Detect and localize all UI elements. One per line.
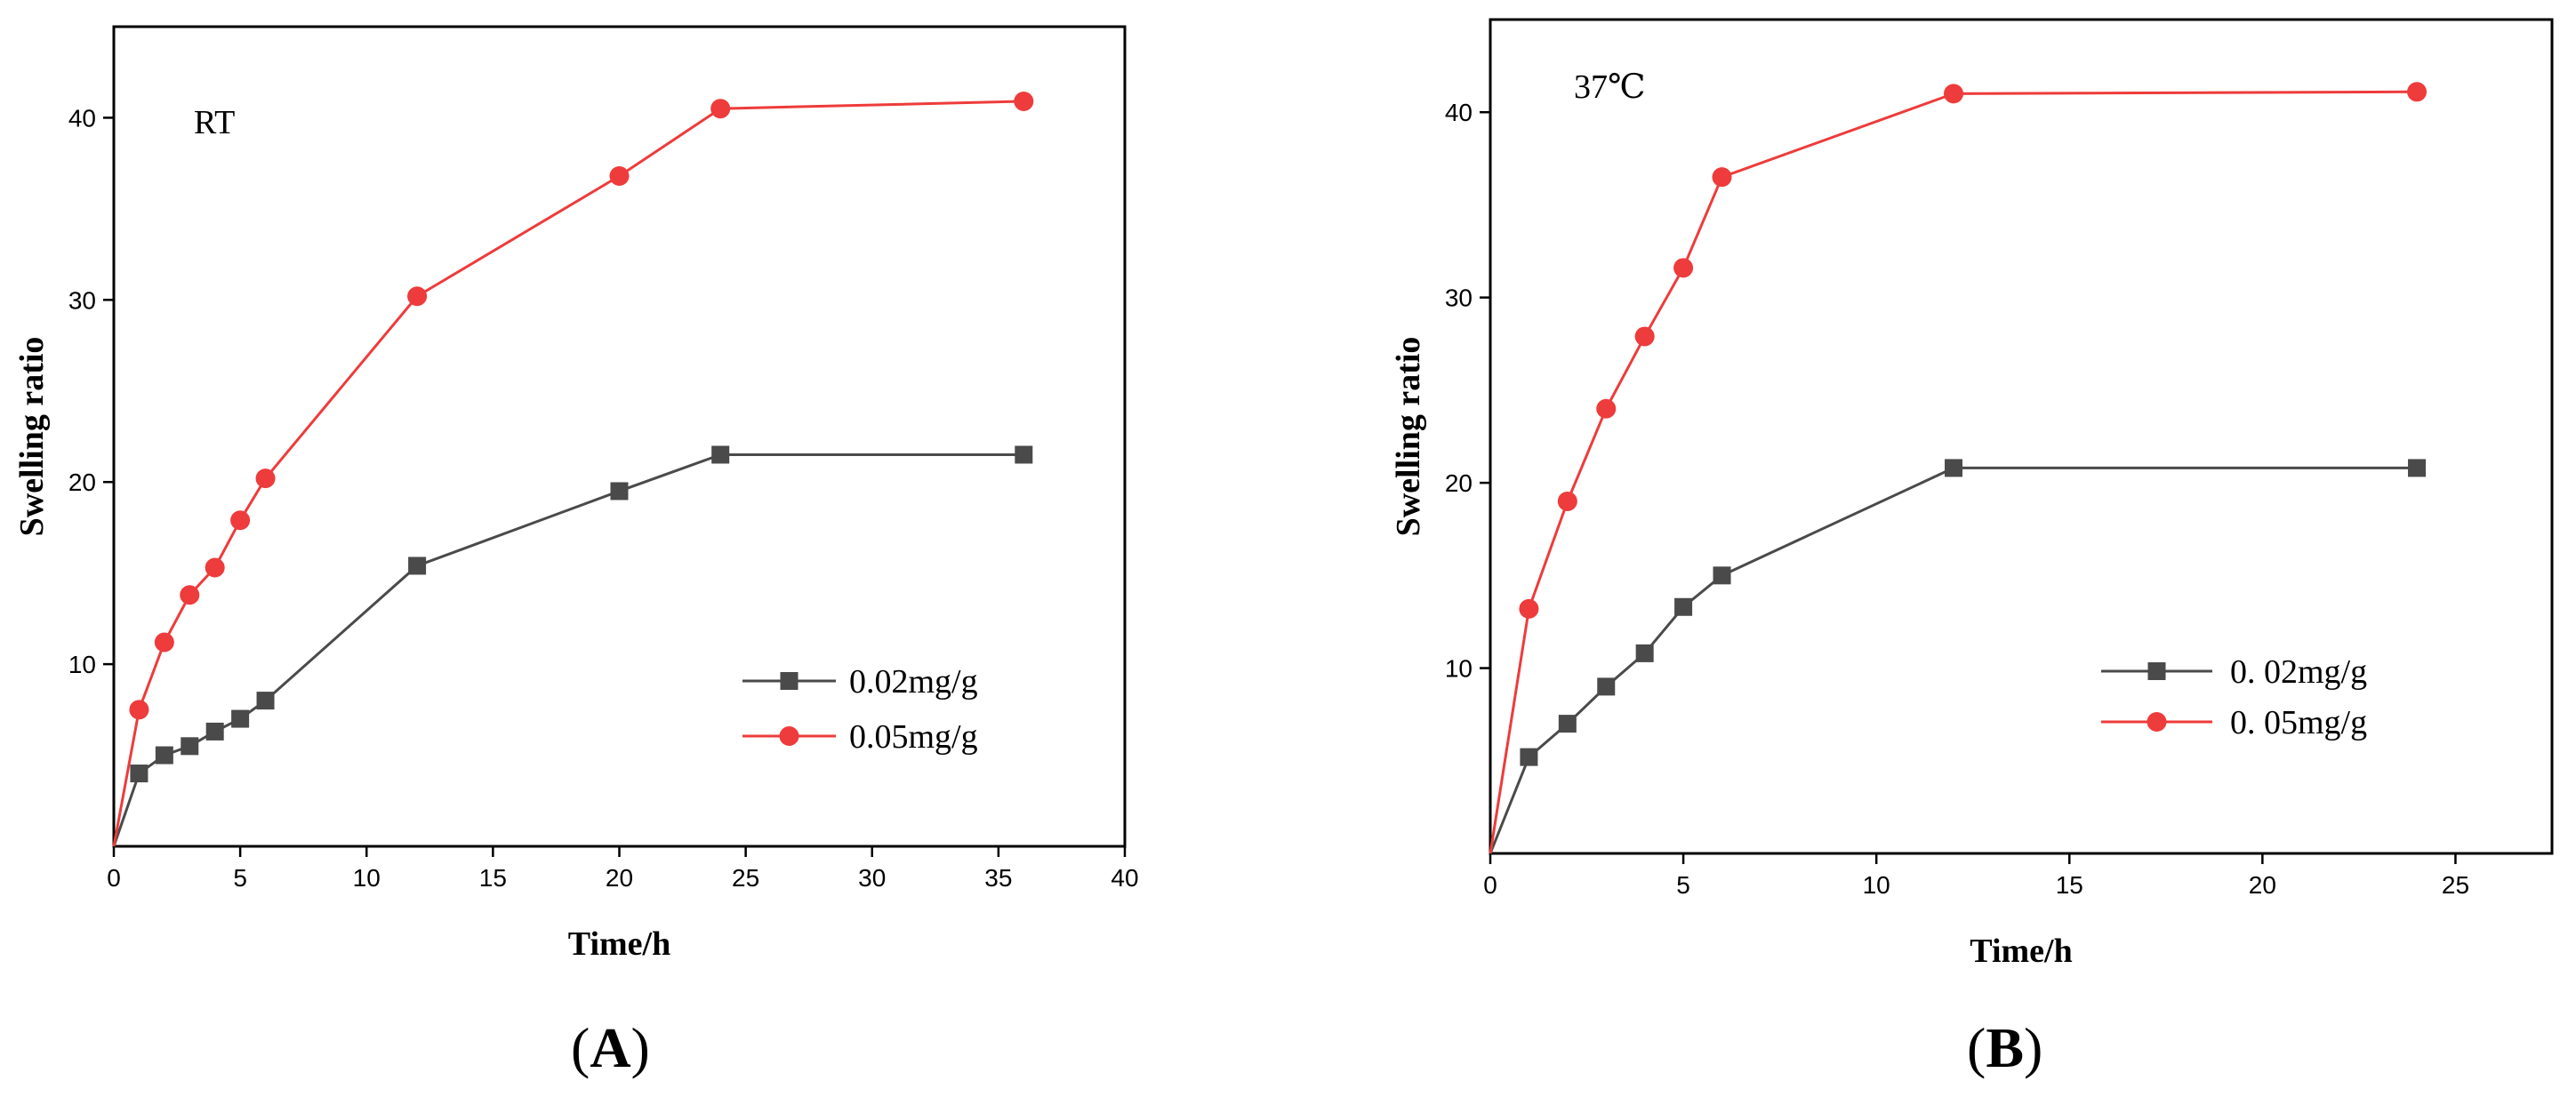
data-point (1712, 167, 1732, 188)
data-point (255, 468, 276, 489)
data-point (1713, 566, 1731, 585)
x-tick-label: 5 (233, 864, 247, 892)
legend-label: 0. 05mg/g (2230, 704, 2367, 741)
data-point (1597, 677, 1616, 696)
condition-annotation: RT (194, 104, 235, 141)
data-point (1557, 491, 1577, 511)
x-tick-label: 30 (858, 864, 886, 892)
x-tick-label: 35 (984, 864, 1012, 892)
x-tick-label: 40 (1111, 864, 1138, 892)
x-axis-title: Time/h (568, 925, 670, 963)
x-tick-label: 10 (353, 864, 381, 892)
chart-panel-A: 0 5 10 15 20 25 30 35 40 10 20 30 40 Time/h Swelling r… (13, 25, 1139, 1079)
data-point (710, 99, 731, 119)
series-line (112, 452, 1024, 847)
data-point (1015, 445, 1033, 464)
legend-label: 0.02mg/g (849, 663, 978, 701)
data-point (129, 700, 149, 720)
data-point (130, 765, 148, 783)
legend-entry: 0.02mg/g (742, 663, 978, 701)
y-tick-label: 30 (68, 286, 96, 314)
legend-entry: 0. 05mg/g (2101, 704, 2367, 741)
data-point (1634, 326, 1655, 347)
data-point (181, 737, 199, 756)
data-point (711, 445, 730, 464)
data-point (256, 692, 275, 710)
x-tick-label: 5 (1676, 871, 1690, 899)
data-point (154, 632, 174, 653)
data-point (230, 510, 251, 531)
series-square (112, 445, 1033, 847)
x-tick-label: 25 (732, 864, 759, 892)
panel-label: (B) (1967, 1016, 2042, 1079)
y-tick-label: 30 (1445, 284, 1473, 312)
data-point (1596, 398, 1617, 419)
x-tick-label: 25 (2442, 871, 2469, 899)
data-point (205, 557, 225, 578)
data-point (1635, 644, 1654, 662)
legend-marker (779, 726, 799, 746)
data-point (609, 166, 630, 187)
x-tick-label: 15 (2056, 871, 2083, 899)
data-point (231, 709, 250, 728)
series-square (1489, 459, 2427, 854)
y-tick-label: 20 (68, 468, 96, 496)
condition-annotation: 37℃ (1574, 68, 1646, 106)
y-tick-label: 20 (1445, 469, 1473, 497)
y-tick-label: 40 (68, 104, 96, 132)
data-point (2408, 459, 2427, 477)
legend-entry: 0. 02mg/g (2101, 653, 2367, 691)
plot-frame (1489, 18, 2554, 855)
data-point (1674, 597, 1693, 616)
legend-label: 0.05mg/g (849, 718, 978, 756)
data-point (180, 585, 200, 605)
chart-panel-B: 0 5 10 15 20 25 10 20 30 40 Time/h Swelling ratio 37… (1390, 18, 2554, 1079)
x-tick-label: 10 (1863, 871, 1890, 899)
y-tick-label: 10 (1445, 655, 1473, 683)
data-point (1945, 459, 1963, 477)
x-tick-label: 15 (479, 864, 507, 892)
legend-entry: 0.05mg/g (742, 718, 978, 756)
data-point (407, 286, 428, 307)
data-point (1519, 598, 1539, 619)
data-point (1558, 715, 1577, 733)
series-circle (1489, 82, 2428, 854)
legend-label: 0. 02mg/g (2230, 653, 2367, 691)
panel-label: (A) (571, 1016, 650, 1079)
x-tick-label: 0 (107, 864, 121, 892)
x-tick-label: 20 (606, 864, 633, 892)
legend-marker (780, 672, 798, 690)
data-point (1014, 92, 1034, 112)
data-point (155, 746, 173, 765)
data-point (408, 556, 427, 575)
data-point (1520, 748, 1538, 766)
data-point (205, 722, 224, 741)
data-point (1673, 258, 1694, 278)
data-point (2407, 82, 2428, 102)
series-circle (112, 92, 1034, 847)
x-tick-label: 0 (1483, 871, 1497, 899)
y-axis-title: Swelling ratio (1390, 337, 1427, 537)
data-point (1944, 84, 1964, 104)
y-tick-label: 40 (1445, 99, 1473, 126)
legend-marker (2147, 712, 2167, 732)
y-tick-label: 10 (68, 651, 96, 678)
data-point (610, 482, 629, 500)
legend-marker (2147, 662, 2166, 680)
x-tick-label: 20 (2249, 871, 2276, 899)
y-axis-title: Swelling ratio (13, 337, 51, 537)
x-axis-title: Time/h (1970, 933, 2072, 970)
